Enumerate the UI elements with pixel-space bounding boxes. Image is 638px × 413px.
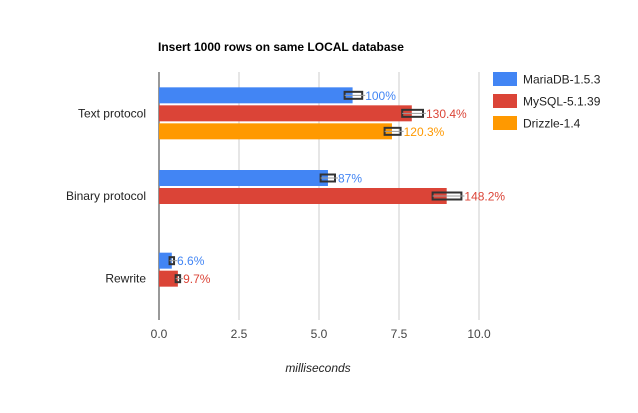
y-category-label: Text protocol — [78, 106, 146, 120]
legend-swatch — [493, 94, 517, 108]
data-label: 100% — [365, 89, 396, 103]
legend-swatch — [493, 72, 517, 86]
data-label: 6.6% — [177, 254, 205, 268]
empty-bar-marker — [158, 212, 160, 216]
x-tick-label: 7.5 — [391, 327, 408, 341]
x-tick-label: 0.0 — [151, 327, 168, 341]
legend-swatch — [493, 116, 517, 130]
data-label: 120.3% — [404, 125, 445, 139]
legend-label: MySQL-5.1.39 — [523, 95, 601, 109]
legend-label: MariaDB-1.5.3 — [523, 73, 601, 87]
x-tick-label: 5.0 — [311, 327, 328, 341]
x-tick-label: 10.0 — [467, 327, 491, 341]
bar-mariadb-1-5-3 — [159, 170, 328, 186]
data-label: 148.2% — [464, 190, 505, 204]
data-label: 9.7% — [183, 272, 211, 286]
bar-mysql-5-1-39 — [159, 188, 447, 204]
empty-bar-marker — [158, 294, 160, 299]
y-category-label: Binary protocol — [66, 189, 146, 203]
data-label: 130.4% — [426, 107, 467, 121]
x-tick-label: 2.5 — [231, 327, 248, 341]
data-label: 87% — [338, 172, 362, 186]
bar-mysql-5-1-39 — [159, 105, 412, 122]
chart-title: Insert 1000 rows on same LOCAL database — [158, 40, 404, 54]
bar-mariadb-1-5-3 — [159, 87, 353, 104]
y-category-label: Rewrite — [105, 272, 146, 286]
bar-drizzle-1-4 — [159, 123, 392, 140]
legend-label: Drizzle-1.4 — [523, 117, 581, 131]
bar-mysql-5-1-39 — [159, 270, 178, 287]
x-axis-label: milliseconds — [285, 361, 350, 375]
